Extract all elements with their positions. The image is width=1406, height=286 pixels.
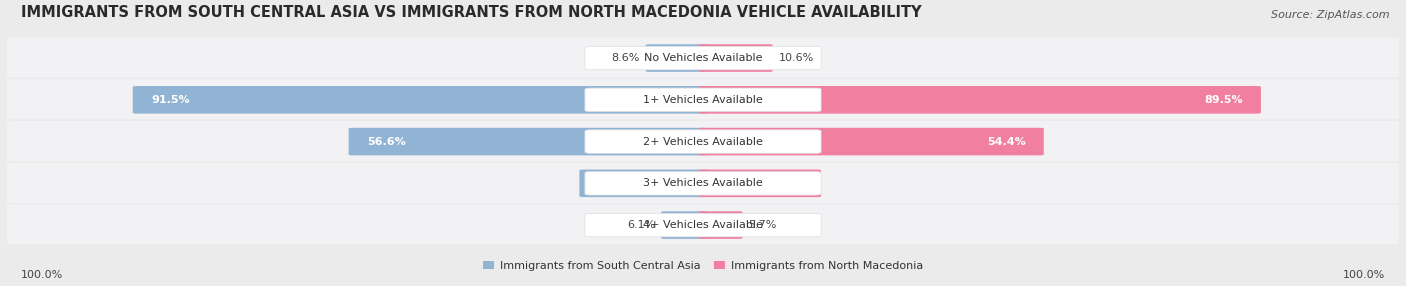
Text: 5.7%: 5.7% [748, 220, 776, 230]
FancyBboxPatch shape [7, 163, 1399, 203]
FancyBboxPatch shape [645, 44, 707, 72]
FancyBboxPatch shape [699, 86, 1261, 114]
Text: 100.0%: 100.0% [1343, 270, 1385, 279]
FancyBboxPatch shape [579, 170, 707, 197]
FancyBboxPatch shape [699, 44, 773, 72]
Text: 19.3%: 19.3% [598, 178, 637, 188]
FancyBboxPatch shape [7, 204, 1399, 245]
Text: 1+ Vehicles Available: 1+ Vehicles Available [643, 95, 763, 105]
Text: 2+ Vehicles Available: 2+ Vehicles Available [643, 137, 763, 146]
FancyBboxPatch shape [585, 46, 821, 70]
FancyBboxPatch shape [585, 213, 821, 237]
Text: 18.4%: 18.4% [763, 178, 803, 188]
Text: 100.0%: 100.0% [21, 270, 63, 279]
Text: Source: ZipAtlas.com: Source: ZipAtlas.com [1271, 10, 1389, 20]
FancyBboxPatch shape [7, 79, 1399, 119]
FancyBboxPatch shape [349, 128, 707, 155]
Text: No Vehicles Available: No Vehicles Available [644, 53, 762, 63]
Text: 54.4%: 54.4% [987, 137, 1025, 146]
FancyBboxPatch shape [585, 130, 821, 153]
FancyBboxPatch shape [699, 170, 821, 197]
Text: 10.6%: 10.6% [779, 53, 814, 63]
FancyBboxPatch shape [585, 88, 821, 112]
Text: 89.5%: 89.5% [1204, 95, 1243, 105]
Legend: Immigrants from South Central Asia, Immigrants from North Macedonia: Immigrants from South Central Asia, Immi… [479, 257, 927, 275]
Text: 3+ Vehicles Available: 3+ Vehicles Available [643, 178, 763, 188]
Text: IMMIGRANTS FROM SOUTH CENTRAL ASIA VS IMMIGRANTS FROM NORTH MACEDONIA VEHICLE AV: IMMIGRANTS FROM SOUTH CENTRAL ASIA VS IM… [21, 5, 922, 20]
FancyBboxPatch shape [7, 37, 1399, 78]
FancyBboxPatch shape [661, 211, 707, 239]
FancyBboxPatch shape [699, 128, 1043, 155]
Text: 56.6%: 56.6% [367, 137, 406, 146]
Text: 6.1%: 6.1% [627, 220, 655, 230]
FancyBboxPatch shape [7, 121, 1399, 161]
FancyBboxPatch shape [699, 211, 742, 239]
Text: 91.5%: 91.5% [150, 95, 190, 105]
FancyBboxPatch shape [132, 86, 707, 114]
Text: 4+ Vehicles Available: 4+ Vehicles Available [643, 220, 763, 230]
FancyBboxPatch shape [585, 172, 821, 195]
Text: 8.6%: 8.6% [612, 53, 640, 63]
